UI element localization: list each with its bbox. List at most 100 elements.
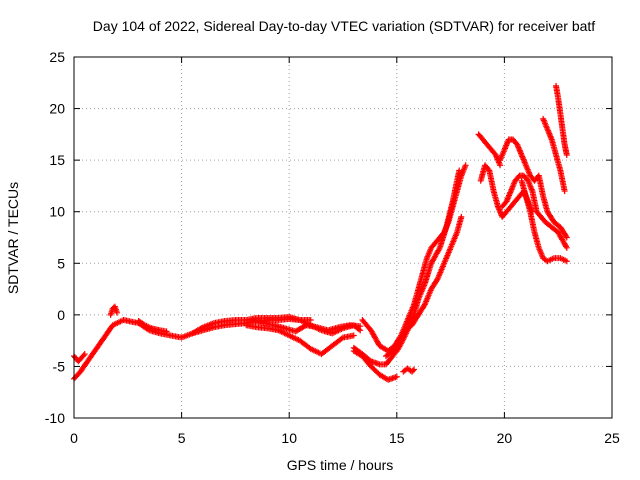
data-point <box>553 82 561 100</box>
data-point <box>434 261 447 282</box>
data-point <box>359 353 373 369</box>
series-track-9 <box>350 348 400 383</box>
data-point <box>297 337 313 351</box>
data-points <box>71 82 570 383</box>
data-point <box>447 230 460 251</box>
series-track-3 <box>107 303 121 318</box>
data-point <box>499 210 509 220</box>
data-point <box>383 349 395 360</box>
chart-title: Day 104 of 2022, Sidereal Day-to-day VTE… <box>93 18 596 34</box>
data-point <box>497 162 504 169</box>
series-track-11 <box>359 162 469 354</box>
data-point <box>393 373 400 380</box>
data-point <box>436 230 447 241</box>
data-point <box>563 234 570 241</box>
series-track-6 <box>243 322 357 358</box>
data-point <box>307 317 314 324</box>
data-point <box>482 162 492 173</box>
x-tick-label: 25 <box>604 430 620 446</box>
data-point <box>404 365 414 374</box>
data-point <box>533 208 543 219</box>
x-tick-label: 20 <box>497 430 513 446</box>
series-track-18 <box>540 115 568 195</box>
data-point <box>540 255 549 264</box>
x-axis-label: GPS time / hours <box>287 457 394 473</box>
grid-lines <box>74 57 612 418</box>
data-point <box>456 167 463 174</box>
data-point <box>411 366 418 373</box>
y-tick-label: -10 <box>45 410 65 426</box>
data-point <box>441 246 453 267</box>
data-point <box>415 272 426 293</box>
data-point <box>396 328 408 347</box>
data-point <box>421 287 434 308</box>
series-track-8 <box>350 167 463 368</box>
data-point <box>486 167 497 193</box>
data-point <box>507 199 518 210</box>
data-point <box>522 162 533 178</box>
data-point <box>357 323 364 330</box>
y-tick-label: 10 <box>49 204 65 220</box>
x-tick-label: 15 <box>389 430 405 446</box>
data-point <box>548 224 560 235</box>
data-point <box>557 167 568 193</box>
data-point <box>77 354 94 375</box>
data-point <box>535 172 546 198</box>
y-tick-label: 0 <box>57 307 65 323</box>
series-track-19 <box>553 82 570 158</box>
data-point <box>555 229 569 250</box>
data-point <box>415 302 427 318</box>
data-point <box>462 162 469 169</box>
data-point <box>408 367 416 375</box>
x-tick-label: 5 <box>178 430 186 446</box>
x-tick-label: 0 <box>70 430 78 446</box>
data-point <box>553 152 563 172</box>
data-point <box>527 208 538 234</box>
data-point <box>318 343 334 358</box>
y-tick-label: -5 <box>53 358 66 374</box>
data-point <box>540 193 550 214</box>
data-point <box>490 188 501 208</box>
data-point <box>445 205 456 225</box>
data-point <box>389 341 401 354</box>
data-point <box>135 318 147 328</box>
data-point <box>520 172 530 183</box>
data-point <box>163 328 170 335</box>
data-point <box>189 325 205 337</box>
data-point <box>499 199 509 210</box>
data-point <box>432 235 442 246</box>
data-point <box>114 309 121 316</box>
data-point <box>503 204 513 215</box>
data-point <box>563 244 570 251</box>
x-tick-label: 10 <box>281 430 297 446</box>
data-point <box>503 189 514 205</box>
data-point <box>555 95 564 116</box>
data-point <box>557 110 566 131</box>
axis-ticks: 0 5 10 15 20 25 -10 -5 0 5 10 15 20 25 <box>45 49 620 446</box>
data-point <box>350 332 357 339</box>
data-point <box>411 287 421 308</box>
data-point <box>557 255 569 264</box>
data-point <box>475 131 485 142</box>
series-track-12 <box>383 213 465 360</box>
data-point <box>359 317 373 332</box>
data-point <box>557 224 569 240</box>
data-point <box>544 208 557 224</box>
data-point <box>531 229 542 250</box>
data-point <box>544 126 555 141</box>
data-point <box>563 258 570 265</box>
series-track-17 <box>518 177 570 265</box>
data-point <box>540 115 550 131</box>
plot-frame <box>73 56 613 419</box>
data-point <box>561 141 570 157</box>
data-point <box>544 255 556 265</box>
data-point <box>518 177 529 198</box>
data-point <box>507 179 518 195</box>
data-point <box>458 213 465 220</box>
data-point <box>488 146 498 157</box>
data-point <box>479 136 490 147</box>
data-point <box>458 163 468 179</box>
data-point <box>550 219 563 230</box>
data-point <box>529 188 540 214</box>
